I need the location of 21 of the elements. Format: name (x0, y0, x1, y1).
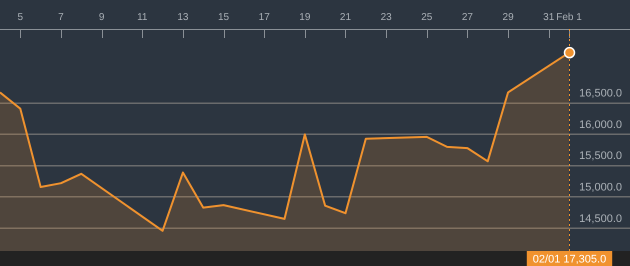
y-tick-label: 16,500.0 (579, 88, 622, 100)
x-tick-label: 19 (299, 12, 311, 23)
x-tick-label: 17 (258, 12, 270, 23)
x-tick-label: 11 (137, 12, 148, 23)
x-tick-label: 7 (58, 12, 64, 23)
x-tick-label: 5 (18, 12, 24, 23)
y-tick-label: 15,000.0 (579, 182, 622, 194)
x-tick-label: 25 (421, 12, 433, 23)
y-tick-label: 14,500.0 (579, 212, 622, 225)
x-tick-label: 27 (462, 12, 474, 23)
x-tick-label: 9 (98, 12, 105, 23)
x-tick-label: 23 (380, 12, 392, 23)
x-tick-label: 31 (543, 12, 555, 23)
y-tick-label: 16,000.0 (579, 118, 622, 131)
x-tick-label: Feb 1 (556, 12, 582, 23)
x-tick-label: 29 (502, 12, 514, 23)
ref-line-label: 02/01 17,305.0 (532, 254, 606, 266)
x-tick-label: 13 (177, 12, 189, 23)
y-tick-label: 15,500.0 (579, 150, 622, 162)
x-tick-label: 21 (340, 12, 352, 23)
x-tick-label: 15 (218, 12, 230, 23)
